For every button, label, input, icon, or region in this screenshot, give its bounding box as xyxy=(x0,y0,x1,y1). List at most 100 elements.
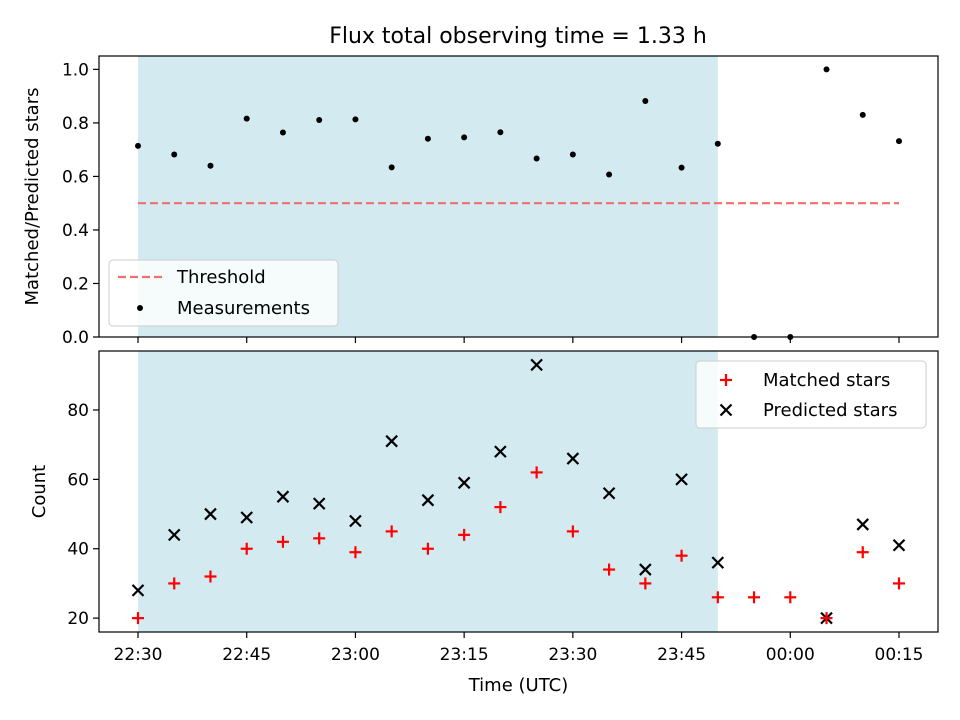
legend-predicted-label: Predicted stars xyxy=(763,400,897,421)
bottom-y-axis-label: Count xyxy=(29,465,50,518)
bottom-legend: Matched stars Predicted stars xyxy=(695,360,927,429)
matched-point xyxy=(856,546,869,559)
y-tick-label: 80 xyxy=(67,401,89,421)
measurement-point xyxy=(279,129,286,136)
measurement-point xyxy=(606,171,613,178)
matched-point xyxy=(494,501,507,514)
matched-point xyxy=(349,546,362,559)
predicted-point xyxy=(131,584,145,597)
count-points xyxy=(131,358,906,625)
measurement-point xyxy=(642,97,649,104)
x-tick-label: 23:00 xyxy=(331,645,380,665)
measurement-point xyxy=(207,162,214,169)
measurement-point xyxy=(533,155,540,162)
matched-point xyxy=(639,577,652,590)
x-tick-label: 23:15 xyxy=(440,645,489,665)
measurement-point xyxy=(352,116,359,123)
measurement-point xyxy=(388,164,395,171)
matched-point xyxy=(458,528,471,541)
bottom-highlight-span xyxy=(138,351,718,632)
predicted-point xyxy=(856,518,870,531)
y-tick-label: 0.2 xyxy=(62,274,89,294)
matched-point xyxy=(385,525,398,538)
predicted-point xyxy=(204,507,217,521)
predicted-point xyxy=(639,563,652,576)
predicted-point xyxy=(457,476,471,490)
bottom-panel: 20 40 60 80 22:30 22:45 23:00 23:15 23:30 23:45 0… xyxy=(29,350,939,696)
legend-measurement-swatch xyxy=(137,305,143,311)
y-tick-label: 60 xyxy=(67,470,89,490)
measurement-point xyxy=(678,164,685,171)
matched-point xyxy=(168,577,181,590)
matched-point xyxy=(530,466,543,479)
top-panel: 0.0 0.2 0.4 0.6 0.8 1.0 Matched/Predicted sta… xyxy=(22,55,939,348)
legend-predicted-swatch xyxy=(719,403,733,417)
matched-point xyxy=(820,612,833,625)
legend-threshold-label: Threshold xyxy=(176,267,266,288)
matched-point xyxy=(313,532,326,545)
matched-point xyxy=(204,570,217,583)
y-tick-label: 0.8 xyxy=(62,114,89,134)
matched-point xyxy=(276,535,289,548)
measurement-point xyxy=(171,151,178,158)
x-tick-label: 00:00 xyxy=(766,645,815,665)
measurement-point xyxy=(135,142,141,149)
measurement-point xyxy=(316,116,323,123)
measurement-point xyxy=(461,134,468,141)
measurement-point xyxy=(243,115,250,122)
measurement-points xyxy=(135,66,902,340)
legend-measurement-label: Measurements xyxy=(177,298,310,319)
top-y-axis-label: Matched/Predicted stars xyxy=(22,88,43,306)
predicted-point xyxy=(494,445,507,458)
measurement-point xyxy=(714,140,721,147)
predicted-point xyxy=(602,486,616,500)
measurement-point xyxy=(497,129,504,136)
top-y-ticks: 0.0 0.2 0.4 0.6 0.8 1.0 xyxy=(62,60,99,348)
x-tick-label: 23:30 xyxy=(548,645,597,665)
y-tick-label: 40 xyxy=(67,540,89,560)
matched-point xyxy=(784,591,797,604)
y-tick-label: 0.0 xyxy=(62,328,89,348)
x-axis-label: Time (UTC) xyxy=(468,675,569,696)
matched-point xyxy=(675,549,688,562)
predicted-point xyxy=(276,490,290,503)
bottom-x-ticks: 22:30 22:45 23:00 23:15 23:30 23:45 00:00 00:15 xyxy=(114,632,924,665)
y-tick-label: 20 xyxy=(67,609,89,629)
legend-box xyxy=(695,360,927,429)
measurement-point xyxy=(424,135,431,142)
predicted-point xyxy=(349,514,362,528)
legend-matched-swatch xyxy=(720,374,732,386)
top-x-ticks xyxy=(137,337,900,343)
predicted-point xyxy=(421,493,435,507)
x-tick-label: 00:15 xyxy=(875,645,924,665)
predicted-point xyxy=(711,556,725,569)
predicted-point xyxy=(566,452,580,465)
matched-point xyxy=(893,577,905,590)
y-tick-label: 0.6 xyxy=(62,167,89,187)
x-tick-label: 23:45 xyxy=(657,645,706,665)
legend-matched-label: Matched stars xyxy=(763,370,890,391)
matched-point xyxy=(711,591,724,604)
matched-point xyxy=(603,563,616,576)
matched-point xyxy=(421,542,434,555)
matched-point xyxy=(240,542,253,555)
x-tick-label: 22:30 xyxy=(114,645,163,665)
top-plot-frame xyxy=(98,55,939,338)
top-legend: Threshold Measurements xyxy=(108,259,339,327)
matched-point xyxy=(566,525,579,538)
matched-point xyxy=(132,612,144,625)
measurement-point xyxy=(896,138,902,145)
bottom-plot-frame xyxy=(98,350,939,633)
predicted-point xyxy=(240,511,253,524)
bottom-y-ticks: 20 40 60 80 xyxy=(67,401,99,629)
y-tick-label: 0.4 xyxy=(62,221,89,241)
chart-title: Flux total observing time = 1.33 h xyxy=(329,24,707,49)
predicted-point xyxy=(385,434,398,448)
predicted-point xyxy=(167,528,181,542)
measurement-point xyxy=(569,151,576,158)
predicted-point xyxy=(312,497,326,510)
measurement-point xyxy=(823,66,830,73)
legend-box xyxy=(108,259,339,327)
predicted-point xyxy=(892,538,906,552)
